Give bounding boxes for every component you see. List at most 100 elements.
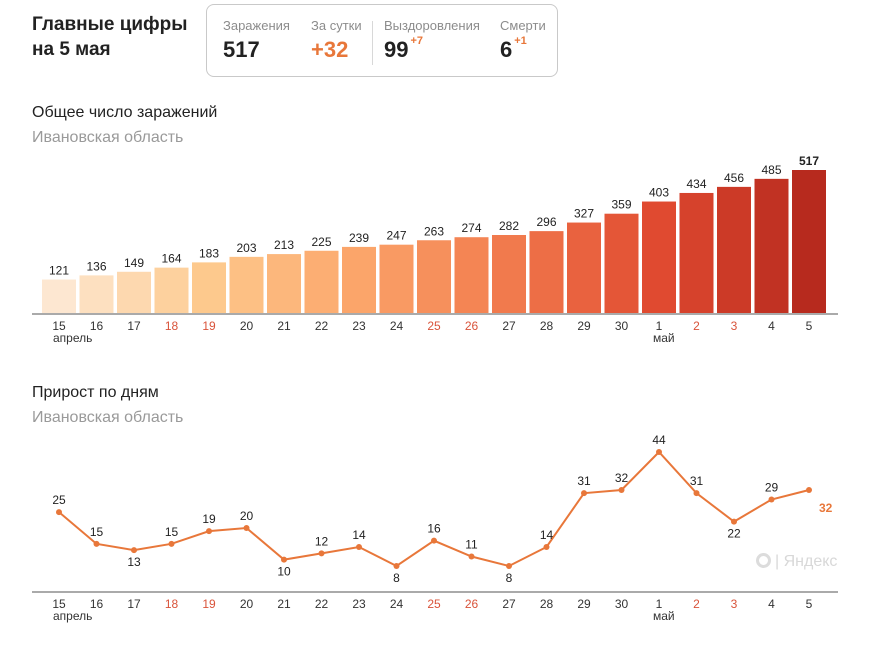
x-tick-label: 25 (427, 597, 441, 611)
data-point (806, 487, 812, 493)
point-value-label: 31 (577, 474, 591, 488)
point-value-label: 12 (315, 534, 329, 548)
x-tick-label: 15 (52, 597, 66, 611)
point-value-label: 25 (52, 493, 66, 507)
data-point (356, 544, 362, 550)
data-point (506, 563, 512, 569)
bar-chart-title: Общее число заражений (32, 104, 218, 121)
point-value-label: 15 (165, 525, 179, 539)
data-point (656, 449, 662, 455)
bar (492, 235, 526, 313)
stat-value: 517 (223, 37, 260, 62)
watermark: | Яндекс (756, 553, 837, 571)
bar (192, 262, 226, 313)
stat-value-row: 99 +7 (384, 35, 480, 63)
bar-value-label: 296 (536, 215, 556, 229)
point-value-label: 44 (652, 433, 666, 447)
x-tick-label: 16 (90, 319, 104, 333)
point-value-label: 14 (352, 528, 366, 542)
stat-value: +32 (311, 37, 349, 62)
x-tick-label: 17 (127, 319, 141, 333)
bar-value-label: 403 (649, 186, 669, 200)
bar (529, 231, 564, 313)
bar (42, 279, 76, 313)
x-tick-label: 21 (277, 319, 291, 333)
bar (642, 201, 676, 313)
x-tick-label: 17 (127, 597, 141, 611)
data-point (731, 518, 737, 525)
x-tick-label: 22 (315, 319, 329, 333)
x-tick-label: 24 (390, 597, 404, 611)
point-value-label: 22 (727, 527, 741, 541)
x-tick-label: 5 (806, 597, 813, 611)
point-value-label: 16 (427, 522, 441, 536)
x-tick-label: 27 (502, 597, 516, 611)
data-point (243, 525, 250, 531)
bar-value-label: 149 (124, 256, 144, 270)
point-value-label: 8 (506, 571, 513, 585)
bar-value-label: 263 (424, 224, 444, 238)
bar-value-label: 239 (349, 231, 369, 245)
bar (604, 213, 639, 313)
stat-daily: За сутки +32 (311, 18, 362, 63)
x-tick-label: 26 (465, 597, 479, 611)
x-tick-label: 28 (540, 597, 554, 611)
bar-value-label: 183 (199, 246, 219, 260)
x-tick-label: 1 (656, 597, 663, 611)
total-infections-bar-chart: 121 136 149 164 183 203 213 225 239 247 263 274 282 2… (32, 154, 838, 345)
point-value-label: 15 (90, 525, 104, 539)
stat-recovered: Выздоровления 99 +7 (384, 18, 480, 63)
stat-value: 99 (384, 37, 409, 62)
bar (717, 186, 751, 313)
x-tick-label: 20 (240, 319, 254, 333)
bar-chart-subtitle: Ивановская область (32, 129, 184, 146)
summary-card: Заражения 517 За сутки +32 Выздоровления… (206, 4, 558, 77)
bar-value-label: 456 (724, 171, 744, 185)
point-value-label: 19 (202, 512, 216, 526)
point-value-label: 31 (690, 474, 704, 488)
x-tick-label: 25 (427, 319, 441, 333)
stat-infections: Заражения 517 (223, 18, 290, 63)
data-point (693, 490, 700, 497)
x-tick-label: 1 (656, 319, 663, 333)
point-value-label: 14 (540, 528, 554, 542)
stat-value-row: 6 +1 (500, 35, 546, 63)
bar (417, 240, 451, 313)
bar (754, 178, 789, 313)
bar (79, 275, 114, 313)
x-tick-label: 16 (90, 597, 104, 611)
point-value-label: 8 (393, 571, 400, 585)
bar (792, 170, 826, 313)
bar (679, 192, 714, 313)
x-tick-label: 3 (731, 597, 738, 611)
data-point (168, 540, 175, 547)
x-tick-label: 30 (615, 597, 629, 611)
data-point (468, 553, 475, 560)
point-value-label: 20 (240, 509, 254, 523)
stat-delta: +1 (514, 35, 527, 47)
stat-value: 6 (500, 37, 513, 62)
data-point (768, 496, 775, 503)
stat-label: За сутки (311, 18, 362, 33)
x-tick-label: 29 (577, 319, 591, 333)
bar (154, 267, 189, 313)
data-point (543, 544, 550, 550)
series-line (58, 450, 810, 568)
data-point (581, 490, 587, 497)
bar-value-label: 517 (799, 154, 819, 168)
bar-value-label: 203 (236, 241, 256, 255)
bar-value-label: 282 (499, 219, 519, 233)
x-tick-label: 5 (806, 319, 813, 333)
stat-delta: +7 (410, 35, 424, 47)
x-tick-label: 23 (352, 597, 366, 611)
x-tick-label: 20 (240, 597, 254, 611)
data-point (56, 509, 62, 516)
bar (567, 222, 601, 313)
data-point (618, 487, 625, 493)
bar-value-label: 136 (86, 259, 106, 273)
bar (379, 244, 414, 313)
card-divider (372, 21, 373, 65)
point-value-label: 32 (819, 501, 833, 515)
x-tick-label: 19 (202, 597, 216, 611)
